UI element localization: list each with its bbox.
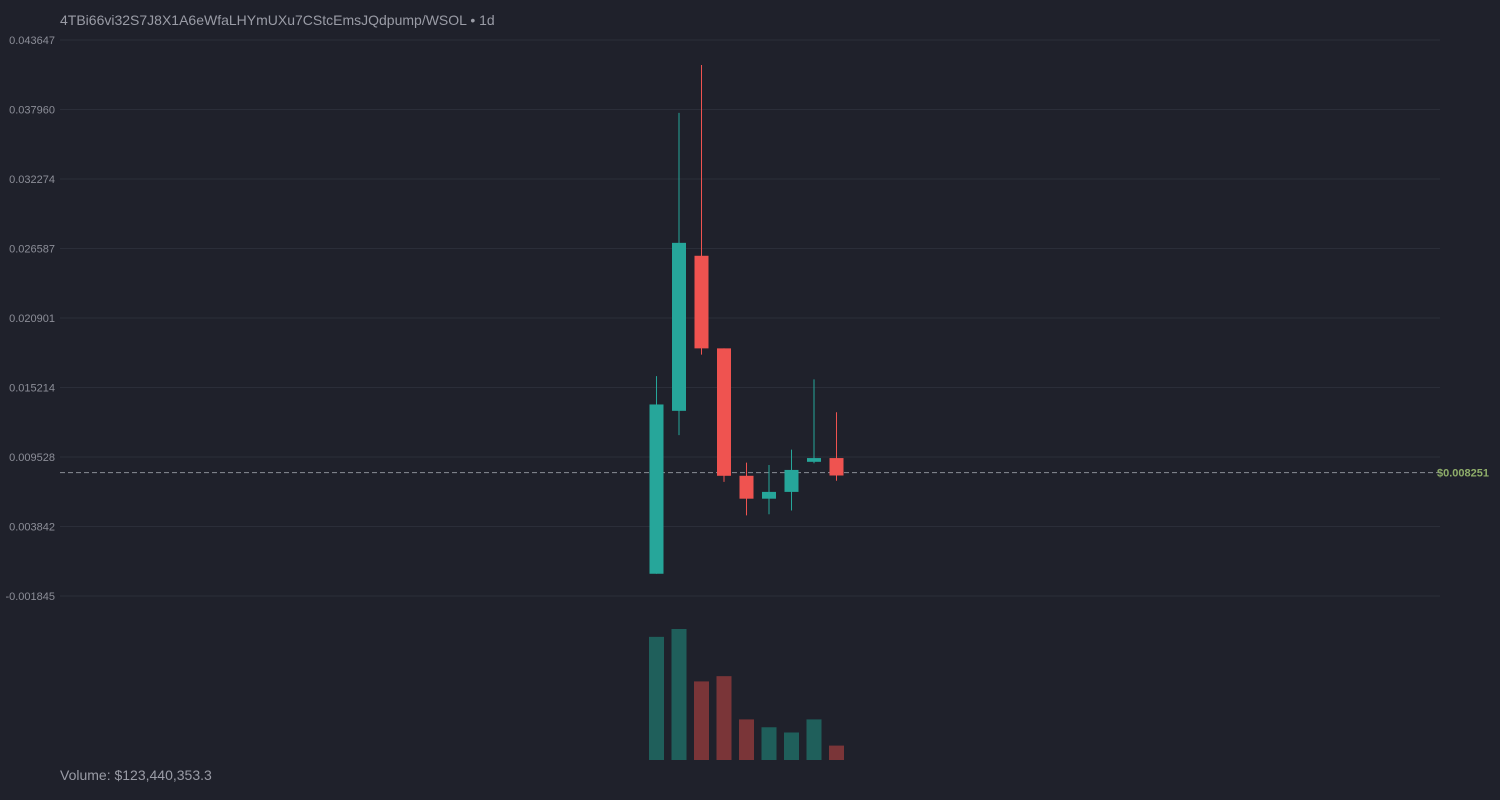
candle[interactable]: [672, 112, 686, 436]
volume-bar[interactable]: [806, 719, 822, 760]
candle[interactable]: [807, 379, 821, 464]
candle[interactable]: [717, 348, 731, 482]
y-axis: 0.043647 0.037960 0.032274 0.026587 0.020901…: [5, 35, 55, 603]
candle-body: [649, 404, 664, 574]
candle-body: [672, 242, 686, 411]
candle[interactable]: [739, 462, 754, 516]
candle[interactable]: [762, 464, 776, 515]
y-tick-label: -0.001845: [5, 591, 55, 603]
candle-body: [829, 458, 844, 476]
volume-bar[interactable]: [671, 629, 687, 760]
volume-bar[interactable]: [784, 732, 799, 760]
volume-bars-layer[interactable]: [649, 629, 844, 760]
y-tick-label: 0.026587: [9, 244, 55, 256]
candle-body: [762, 491, 776, 499]
volume-total-label: Volume: $123,440,353.3: [60, 767, 212, 783]
volume-bar[interactable]: [739, 719, 754, 760]
candle[interactable]: [649, 376, 664, 574]
title-separator: •: [466, 12, 480, 28]
candles-layer[interactable]: [649, 64, 844, 574]
candle-body: [694, 255, 709, 349]
y-tick-label: 0.009528: [9, 452, 55, 464]
pair-name: 4TBi66vi32S7J8X1A6eWfaLHYmUXu7CStcEmsJQd…: [60, 12, 467, 28]
current-price-line-layer: $0.008251: [60, 468, 1489, 480]
volume-bar[interactable]: [694, 681, 709, 760]
grid-layer: [60, 39, 1440, 597]
volume-bar[interactable]: [649, 636, 664, 760]
y-tick-label: 0.032274: [9, 174, 55, 186]
y-tick-label: 0.043647: [9, 35, 55, 47]
volume-bar[interactable]: [716, 676, 732, 760]
candle-body: [807, 458, 821, 462]
y-tick-label: 0.037960: [9, 105, 55, 117]
volume-bar[interactable]: [761, 727, 777, 760]
interval-label: 1d: [479, 12, 495, 28]
volume-bar[interactable]: [829, 745, 844, 760]
candle-body: [717, 348, 731, 476]
candle-body: [739, 475, 754, 499]
candle-body: [784, 469, 799, 492]
y-tick-label: 0.003842: [9, 522, 55, 534]
y-tick-label: 0.020901: [9, 313, 55, 325]
candle[interactable]: [694, 64, 709, 355]
current-price-label: $0.008251: [1437, 468, 1489, 480]
candle[interactable]: [829, 412, 844, 481]
chart-title: 4TBi66vi32S7J8X1A6eWfaLHYmUXu7CStcEmsJQd…: [60, 12, 495, 28]
candle[interactable]: [784, 449, 799, 511]
y-tick-label: 0.015214: [9, 383, 55, 395]
